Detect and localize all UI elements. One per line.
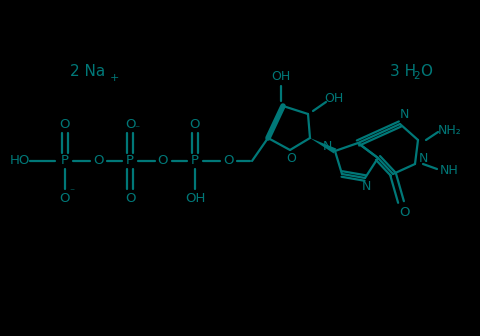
Text: P: P xyxy=(191,155,199,168)
Text: O: O xyxy=(60,193,70,206)
Text: P: P xyxy=(61,155,69,168)
Text: O: O xyxy=(60,118,70,130)
Text: O: O xyxy=(93,155,103,168)
Text: P: P xyxy=(126,155,134,168)
Text: N: N xyxy=(399,108,408,121)
Text: 3 H: 3 H xyxy=(390,64,416,79)
Text: N: N xyxy=(322,140,332,154)
Text: O: O xyxy=(399,206,409,218)
Text: 2: 2 xyxy=(413,71,420,81)
Text: ⁻: ⁻ xyxy=(134,124,140,134)
Text: NH: NH xyxy=(440,165,458,177)
Text: OH: OH xyxy=(324,91,344,104)
Text: O: O xyxy=(125,118,135,130)
Text: N: N xyxy=(361,180,371,194)
Text: OH: OH xyxy=(185,193,205,206)
Text: NH₂: NH₂ xyxy=(438,124,462,136)
Text: O: O xyxy=(125,193,135,206)
Text: O: O xyxy=(158,155,168,168)
Text: O: O xyxy=(190,118,200,130)
Text: O: O xyxy=(286,153,296,166)
Text: +: + xyxy=(109,73,119,83)
Text: HO: HO xyxy=(10,155,30,168)
Text: O: O xyxy=(223,155,233,168)
Text: O: O xyxy=(420,64,432,79)
Text: OH: OH xyxy=(271,70,290,83)
Text: N: N xyxy=(418,153,428,166)
Text: 2 Na: 2 Na xyxy=(70,64,105,79)
Polygon shape xyxy=(310,138,336,154)
Text: ⁻: ⁻ xyxy=(70,187,74,197)
